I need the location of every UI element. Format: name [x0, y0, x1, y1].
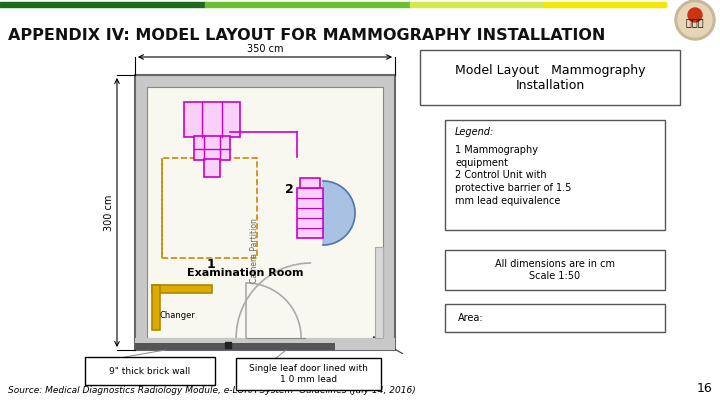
- Bar: [152, 285, 160, 330]
- Text: Source: Medical Diagnostics Radiology Module, e-LORA System  Guidelines (July 14: Source: Medical Diagnostics Radiology Mo…: [8, 386, 415, 395]
- Bar: [152, 285, 212, 293]
- Bar: [147, 87, 383, 338]
- Bar: [410, 2, 544, 7]
- Bar: [135, 343, 335, 350]
- Text: 300 cm: 300 cm: [104, 194, 114, 231]
- Text: All dimensions are in cm
Scale 1:50: All dimensions are in cm Scale 1:50: [495, 259, 615, 281]
- Bar: [445, 120, 665, 230]
- Text: Changer: Changer: [159, 311, 195, 320]
- Bar: [135, 75, 395, 350]
- Text: 2: 2: [285, 183, 294, 196]
- Bar: [236, 358, 381, 390]
- Text: 1: 1: [207, 258, 216, 271]
- Bar: [205, 2, 410, 7]
- Bar: [544, 2, 666, 7]
- Text: 1 Mammography
equipment: 1 Mammography equipment: [455, 145, 538, 168]
- Bar: [184, 102, 240, 137]
- Text: 9" thick brick wall: 9" thick brick wall: [109, 367, 191, 375]
- Circle shape: [675, 0, 715, 40]
- Bar: [0, 2, 205, 7]
- Bar: [375, 247, 383, 338]
- Circle shape: [678, 3, 712, 37]
- Text: Single leaf door lined with
1 0 mm lead: Single leaf door lined with 1 0 mm lead: [248, 364, 367, 384]
- Bar: [420, 50, 680, 105]
- Text: 👨‍👩‍👧: 👨‍👩‍👧: [686, 17, 704, 27]
- Text: Examination Room: Examination Room: [186, 268, 303, 278]
- Text: Legend:: Legend:: [455, 127, 494, 137]
- Text: Camera Partition: Camera Partition: [250, 218, 258, 283]
- Bar: [85, 357, 215, 385]
- Bar: [135, 338, 246, 350]
- Bar: [194, 136, 230, 160]
- Polygon shape: [323, 181, 355, 245]
- Text: 16: 16: [696, 382, 712, 395]
- Bar: [225, 342, 231, 348]
- Bar: [306, 338, 395, 350]
- Text: APPENDIX IV: MODEL LAYOUT FOR MAMMOGRAPHY INSTALLATION: APPENDIX IV: MODEL LAYOUT FOR MAMMOGRAPH…: [8, 28, 606, 43]
- Circle shape: [688, 8, 702, 22]
- Text: 2 Control Unit with
protective barrier of 1.5
mm lead equivalence: 2 Control Unit with protective barrier o…: [455, 170, 572, 207]
- Bar: [204, 159, 220, 177]
- Text: Area:: Area:: [458, 313, 484, 323]
- Bar: [297, 188, 323, 238]
- Bar: [162, 158, 257, 258]
- Bar: [300, 178, 320, 188]
- Bar: [445, 304, 665, 332]
- Text: 350 cm: 350 cm: [247, 44, 283, 54]
- Bar: [445, 250, 665, 290]
- Text: Model Layout   Mammography
Installation: Model Layout Mammography Installation: [455, 64, 645, 92]
